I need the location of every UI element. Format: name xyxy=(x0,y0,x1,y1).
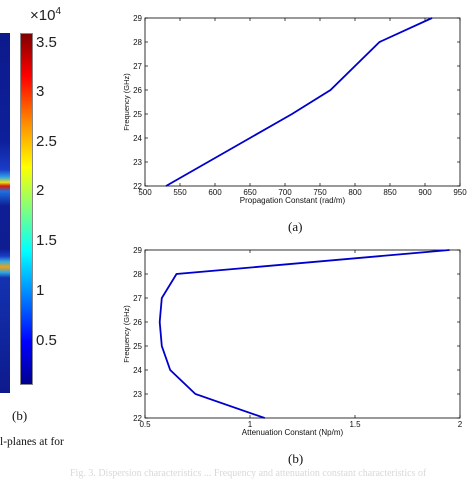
field-plot-panel: ×104 3.5 3 2.5 2 1.5 1 0.5 xyxy=(0,0,125,479)
y-tick-label: 29 xyxy=(133,246,142,255)
series-line xyxy=(158,249,450,419)
x-tick-label: 0.5 xyxy=(139,420,151,429)
left-footnote: l-planes at for xyxy=(0,436,64,448)
y-tick-label: 27 xyxy=(133,294,142,303)
plot-frame xyxy=(144,249,461,419)
y-tick-label: 22 xyxy=(133,182,142,191)
y-tick-label: 25 xyxy=(133,110,142,119)
y-tick-label: 23 xyxy=(133,158,142,167)
figure-caption-faded: Fig. 3. Dispersion characteristics ... F… xyxy=(70,468,427,479)
chart-a: 500 550 600 650 700 750 800 850 900 950 22 23 24 25 26… xyxy=(122,14,467,205)
caption-b: (b) xyxy=(288,451,304,466)
y-tick-label: 23 xyxy=(133,390,142,399)
y-tick-label: 28 xyxy=(133,38,142,47)
x-tick-label: 500 xyxy=(138,188,152,197)
y-axis-label: Frequency (GHz) xyxy=(122,305,131,363)
x-tick-label: 1.5 xyxy=(349,420,361,429)
y-tick-label: 28 xyxy=(133,270,142,279)
x-tick-label: 800 xyxy=(348,188,362,197)
colorbar-tick-label: 3 xyxy=(36,83,45,100)
colorbar-tick-label: 1.5 xyxy=(36,232,57,249)
x-axis-label: Propagation Constant (rad/m) xyxy=(240,196,346,205)
x-tick-label: 1 xyxy=(248,420,253,429)
colorbar-tick-label: 1 xyxy=(36,282,45,299)
field-distribution-image xyxy=(0,33,10,393)
colorbar-tick-label: 3.5 xyxy=(36,34,57,51)
colorbar-tick-label: 0.5 xyxy=(36,332,57,349)
colorbar xyxy=(20,33,33,385)
colorbar-exponent: ×104 xyxy=(30,6,62,24)
y-tick-label: 24 xyxy=(133,134,142,143)
x-tick-label: 600 xyxy=(208,188,222,197)
y-axis-label: Frequency (GHz) xyxy=(122,73,131,131)
y-tick-label: 25 xyxy=(133,342,142,351)
series-line xyxy=(165,17,433,187)
y-tick-label: 29 xyxy=(133,14,142,23)
x-tick-label: 950 xyxy=(453,188,467,197)
x-tick-label: 850 xyxy=(383,188,397,197)
plot-frame xyxy=(144,17,461,187)
x-tick-label: 700 xyxy=(278,188,292,197)
y-tick-label: 26 xyxy=(133,86,142,95)
y-tick-label: 27 xyxy=(133,62,142,71)
x-tick-label: 650 xyxy=(243,188,257,197)
x-tick-label: 750 xyxy=(313,188,327,197)
x-axis-label: Attenuation Constant (Np/m) xyxy=(242,428,344,437)
colorbar-tick-label: 2.5 xyxy=(36,133,57,150)
left-caption: (b) xyxy=(12,408,28,423)
y-tick-label: 22 xyxy=(133,414,142,423)
colorbar-tick-label: 2 xyxy=(36,182,45,199)
y-tick-label: 26 xyxy=(133,318,142,327)
x-tick-label: 550 xyxy=(173,188,187,197)
caption-a: (a) xyxy=(288,219,303,234)
y-tick-label: 24 xyxy=(133,366,142,375)
x-tick-label: 900 xyxy=(418,188,432,197)
x-tick-label: 2 xyxy=(458,420,463,429)
